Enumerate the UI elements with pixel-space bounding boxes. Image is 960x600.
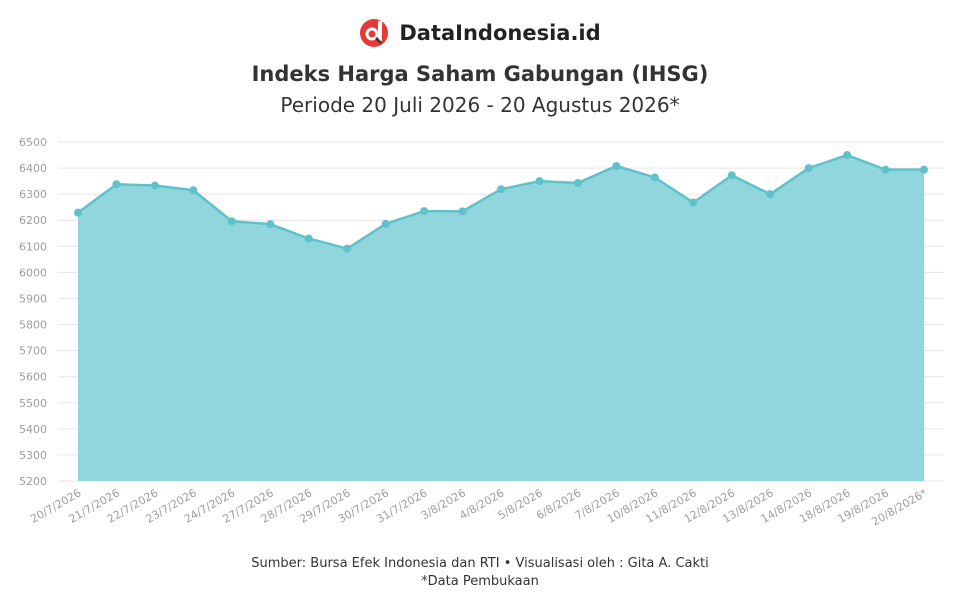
data-point [112,180,121,189]
data-point [74,208,82,217]
y-tick-label: 6200 [19,214,47,227]
y-tick-label: 5200 [19,475,47,488]
data-point [612,161,621,170]
dataindonesia-logo-icon [360,19,389,47]
source-note: Sumber: Bursa Efek Indonesia dan RTI • V… [251,556,709,571]
y-tick-label: 5900 [19,292,47,305]
data-point [304,234,313,243]
data-point [150,181,159,190]
y-tick-label: 5500 [19,397,47,410]
y-tick-label: 5300 [19,449,47,462]
data-point [189,186,198,195]
y-tick-label: 6100 [19,240,47,253]
data-point [420,207,429,216]
y-tick-label: 5700 [19,345,47,358]
data-point [881,165,890,174]
data-point [650,173,659,182]
y-tick-label: 6500 [19,136,47,149]
data-point [843,151,852,160]
chart-subtitle: Periode 20 Juli 2026 - 20 Agustus 2026* [280,93,680,117]
data-point [804,164,813,173]
data-point [497,185,505,194]
chart-footer: Sumber: Bursa Efek Indonesia dan RTI • V… [0,555,960,591]
data-point [920,165,928,174]
data-point [343,244,352,253]
y-tick-label: 6000 [19,266,47,279]
y-tick-label: 6300 [19,188,47,201]
y-tick-label: 5600 [19,371,47,384]
y-tick-label: 5800 [19,319,47,332]
brand-name: DataIndonesia.id [399,21,601,45]
data-point [266,220,275,229]
brand-header: DataIndonesia.id [0,18,960,48]
area-fill [78,155,924,482]
data-point [381,219,390,228]
data-point [227,217,236,226]
footnote: *Data Pembukaan [421,574,539,589]
chart-title: Indeks Harga Saham Gabungan (IHSG) [251,62,709,86]
data-point [573,178,582,187]
data-point [689,198,698,207]
data-point [535,177,544,186]
y-tick-label: 6400 [19,162,47,175]
y-tick-label: 5400 [19,423,47,436]
data-point [458,207,467,216]
data-point [727,171,736,180]
data-point [766,190,775,199]
